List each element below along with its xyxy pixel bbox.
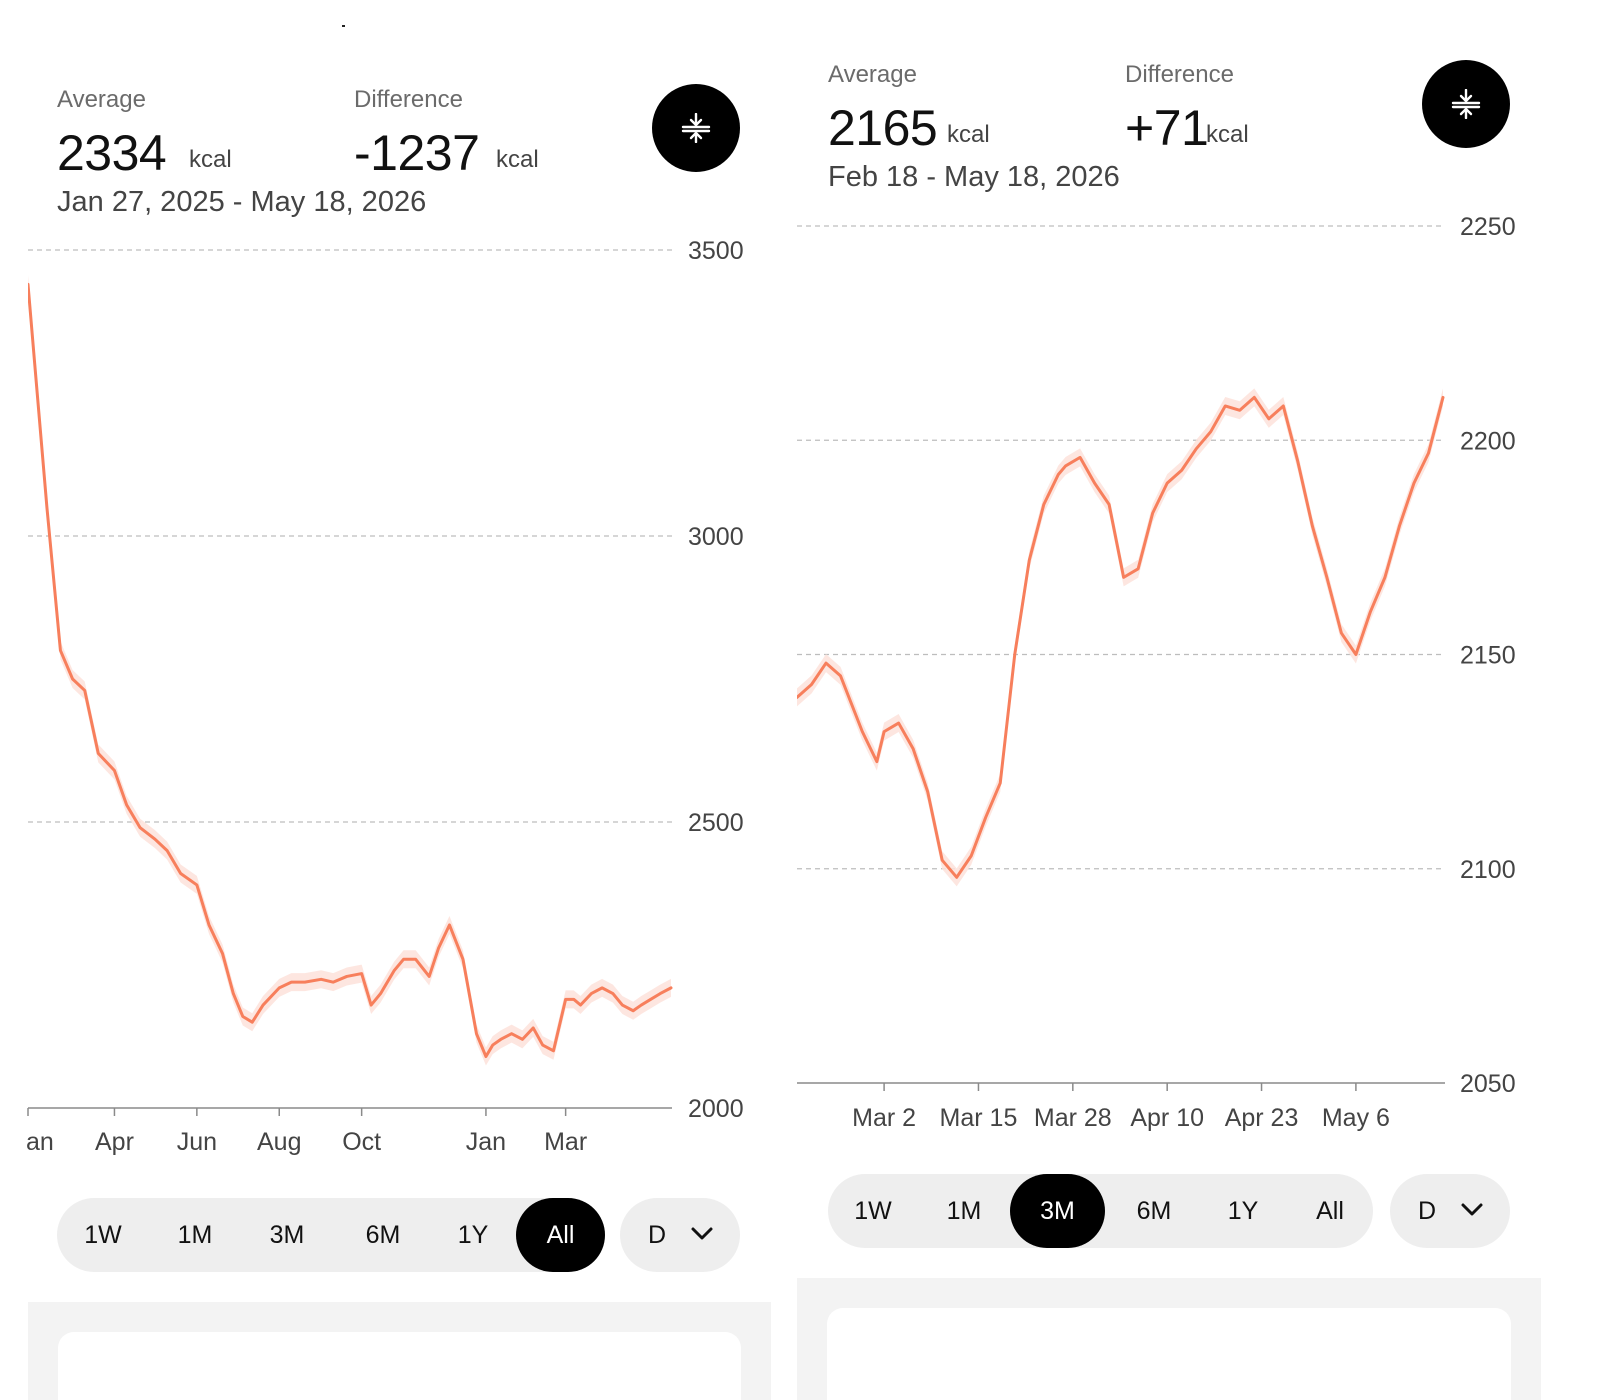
- x-tick-label: Mar 2: [852, 1104, 916, 1132]
- average-unit: kcal: [189, 146, 232, 173]
- series-line: [797, 395, 1445, 879]
- bottom-sheet: [797, 1278, 1541, 1400]
- aggregation-dropdown[interactable]: D: [1390, 1174, 1510, 1248]
- range-all-button[interactable]: All: [1316, 1197, 1344, 1225]
- y-tick-label: 2200: [1460, 427, 1516, 455]
- x-tick-label: Oct: [342, 1128, 381, 1156]
- range-1m-button[interactable]: 1M: [177, 1221, 213, 1249]
- range-1w-button[interactable]: 1W: [854, 1197, 892, 1225]
- y-tick-label: 2500: [688, 809, 744, 837]
- chart-left: 2000 2500 3000 3500 an Apr Jun Aug Oct Jan Mar: [26, 237, 744, 1156]
- y-tick-label: 3500: [688, 237, 744, 265]
- status-dot: [342, 25, 345, 27]
- bottom-sheet: [28, 1302, 771, 1400]
- difference-unit: kcal: [1206, 121, 1249, 148]
- difference-unit: kcal: [496, 146, 539, 173]
- x-tick-label: Mar: [544, 1128, 587, 1156]
- range-all-button[interactable]: All: [516, 1198, 605, 1272]
- average-unit: kcal: [947, 121, 990, 148]
- range-3m-button[interactable]: 3M: [1010, 1174, 1105, 1248]
- y-tick-label: 2150: [1460, 642, 1516, 670]
- difference-value: +71: [1125, 100, 1209, 156]
- date-range: Jan 27, 2025 - May 18, 2026: [57, 186, 427, 218]
- bottom-card: [827, 1308, 1511, 1400]
- average-value: 2334: [57, 125, 167, 181]
- chevron-down-icon: [1461, 1203, 1483, 1216]
- range-3m-button[interactable]: 3M: [269, 1221, 305, 1249]
- aggregation-dropdown[interactable]: D: [620, 1198, 740, 1272]
- y-tick-label: 2100: [1460, 856, 1516, 884]
- confidence-band: [797, 388, 1443, 887]
- y-tick-label: 3000: [688, 523, 744, 551]
- dropdown-label: D: [1418, 1197, 1437, 1225]
- x-tick-label: Mar 28: [1034, 1104, 1112, 1132]
- compare-button[interactable]: [1422, 60, 1510, 148]
- range-1y-button[interactable]: 1Y: [457, 1221, 489, 1249]
- series-line: [28, 282, 673, 1059]
- y-tick-label: 2050: [1460, 1070, 1516, 1098]
- x-tick-label: Mar 15: [940, 1104, 1018, 1132]
- x-tick-label: May 6: [1322, 1104, 1390, 1132]
- x-tick-label: Apr: [95, 1128, 134, 1156]
- compress-vertical-icon: [1451, 89, 1481, 119]
- y-tick-label: 2000: [688, 1095, 744, 1123]
- y-tick-label: 2250: [1460, 213, 1516, 241]
- difference-label: Difference: [1125, 61, 1234, 88]
- average-value: 2165: [828, 100, 938, 156]
- range-1m-button[interactable]: 1M: [946, 1197, 982, 1225]
- range-1y-button[interactable]: 1Y: [1227, 1197, 1259, 1225]
- range-6m-button[interactable]: 6M: [365, 1221, 401, 1249]
- confidence-band: [28, 275, 671, 1066]
- dropdown-label: D: [648, 1221, 667, 1249]
- range-selector: 1W 1M 3M 6M 1Y All: [828, 1174, 1373, 1248]
- range-6m-button[interactable]: 6M: [1136, 1197, 1172, 1225]
- x-tick-label: Apr 23: [1225, 1104, 1299, 1132]
- range-selector: 1W 1M 3M 6M 1Y All: [57, 1198, 605, 1272]
- x-tick-label: Jan: [466, 1128, 506, 1156]
- compare-button[interactable]: [652, 84, 740, 172]
- average-label: Average: [57, 86, 146, 113]
- x-tick-label: an: [26, 1128, 54, 1156]
- compress-vertical-icon: [681, 113, 711, 143]
- average-label: Average: [828, 61, 917, 88]
- bottom-card: [58, 1332, 741, 1400]
- range-1w-button[interactable]: 1W: [84, 1221, 122, 1249]
- x-tick-label: Jun: [177, 1128, 217, 1156]
- x-tick-label: Apr 10: [1130, 1104, 1204, 1132]
- chevron-down-icon: [691, 1227, 713, 1240]
- x-tick-label: Aug: [257, 1128, 301, 1156]
- difference-label: Difference: [354, 86, 463, 113]
- date-range: Feb 18 - May 18, 2026: [828, 161, 1120, 193]
- difference-value: -1237: [354, 125, 480, 181]
